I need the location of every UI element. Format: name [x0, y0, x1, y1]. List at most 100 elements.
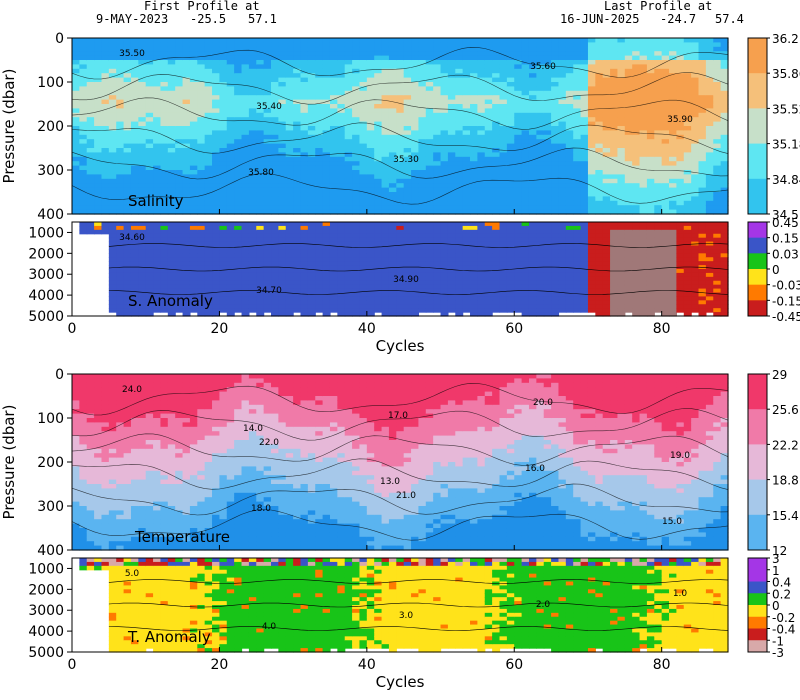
- field-cell: [521, 130, 530, 136]
- field-cell: [271, 183, 279, 189]
- field-cell: [388, 276, 397, 282]
- field-cell: [543, 272, 552, 278]
- field-cell: [189, 104, 198, 109]
- field-cell: [573, 55, 582, 61]
- field-cell: [315, 95, 324, 101]
- field-cell: [263, 196, 272, 202]
- field-cell: [94, 64, 103, 70]
- field-cell: [521, 156, 530, 162]
- field-cell: [359, 121, 368, 127]
- field-cell: [271, 308, 279, 313]
- field-cell: [145, 288, 154, 294]
- field-cell: [145, 237, 154, 243]
- field-cell: [499, 134, 508, 140]
- field-cell: [610, 46, 619, 52]
- field-cell: [506, 112, 515, 118]
- field-cell: [241, 205, 250, 211]
- field-cell: [130, 82, 139, 87]
- field-cell: [315, 156, 324, 162]
- field-cell: [514, 143, 523, 149]
- field-cell: [130, 280, 139, 286]
- field-cell: [182, 64, 191, 70]
- field-cell: [322, 308, 331, 313]
- field-cell: [632, 55, 641, 61]
- field-cell: [175, 165, 184, 171]
- field-cell: [204, 134, 213, 140]
- field-cell: [352, 99, 361, 105]
- field-cell: [455, 73, 464, 79]
- field-cell: [300, 200, 309, 206]
- field-cell: [189, 178, 198, 184]
- field-cell: [285, 130, 294, 136]
- field-cell: [204, 245, 213, 251]
- field-cell: [359, 174, 368, 180]
- field-cell: [396, 64, 405, 70]
- field-cell: [160, 42, 169, 48]
- field-cell: [315, 249, 324, 254]
- field-cell: [484, 112, 493, 118]
- field-cell: [248, 225, 257, 231]
- field-cell: [440, 148, 449, 153]
- field-cell: [226, 296, 235, 301]
- field-cell: [307, 292, 316, 298]
- field-cell: [514, 276, 523, 282]
- field-cell: [403, 276, 412, 282]
- field-cell: [116, 148, 125, 153]
- field-cell: [138, 209, 147, 215]
- field-cell: [366, 170, 375, 175]
- field-cell: [72, 68, 80, 74]
- field-cell: [595, 55, 604, 61]
- field-cell: [197, 139, 206, 145]
- field-cell: [492, 55, 501, 61]
- field-cell: [381, 55, 390, 61]
- field-cell: [499, 229, 508, 235]
- field-cell: [587, 42, 596, 48]
- field-cell: [256, 292, 265, 298]
- field-cell: [108, 134, 117, 140]
- field-cell: [506, 156, 515, 162]
- field-cell: [248, 152, 257, 158]
- field-cell: [470, 183, 478, 189]
- field-cell: [352, 229, 361, 235]
- field-cell: [130, 205, 139, 211]
- field-cell: [720, 99, 729, 105]
- field-cell: [543, 46, 552, 52]
- field-cell: [683, 156, 692, 162]
- field-cell: [425, 42, 434, 48]
- field-cell: [307, 196, 316, 202]
- field-cell: [123, 245, 132, 251]
- field-cell: [573, 77, 582, 83]
- field-cell: [447, 308, 456, 313]
- field-cell: [720, 196, 729, 202]
- field-cell: [108, 200, 117, 206]
- field-cell: [271, 42, 279, 48]
- field-cell: [86, 42, 95, 48]
- field-cell: [403, 161, 412, 167]
- field-cell: [322, 117, 331, 123]
- field-cell: [705, 68, 714, 74]
- field-cell: [661, 174, 670, 180]
- field-cell: [602, 38, 611, 43]
- field-cell: [691, 55, 700, 61]
- field-cell: [293, 200, 302, 206]
- field-cell: [366, 200, 375, 206]
- field-cell: [315, 308, 324, 313]
- field-cell: [587, 161, 596, 167]
- field-cell: [411, 249, 420, 254]
- field-cell: [79, 104, 88, 109]
- field-cell: [101, 205, 110, 211]
- field-cell: [293, 261, 302, 266]
- field-cell: [123, 134, 132, 140]
- field-cell: [477, 276, 486, 282]
- field-cell: [713, 126, 722, 131]
- field-cell: [212, 205, 221, 211]
- field-cell: [226, 117, 235, 123]
- field-cell: [528, 134, 537, 140]
- field-cell: [433, 42, 442, 48]
- field-cell: [573, 183, 582, 189]
- field-cell: [477, 130, 486, 136]
- field-cell: [86, 60, 95, 65]
- field-cell: [543, 108, 552, 114]
- field-cell: [160, 237, 169, 243]
- field-cell: [315, 233, 324, 239]
